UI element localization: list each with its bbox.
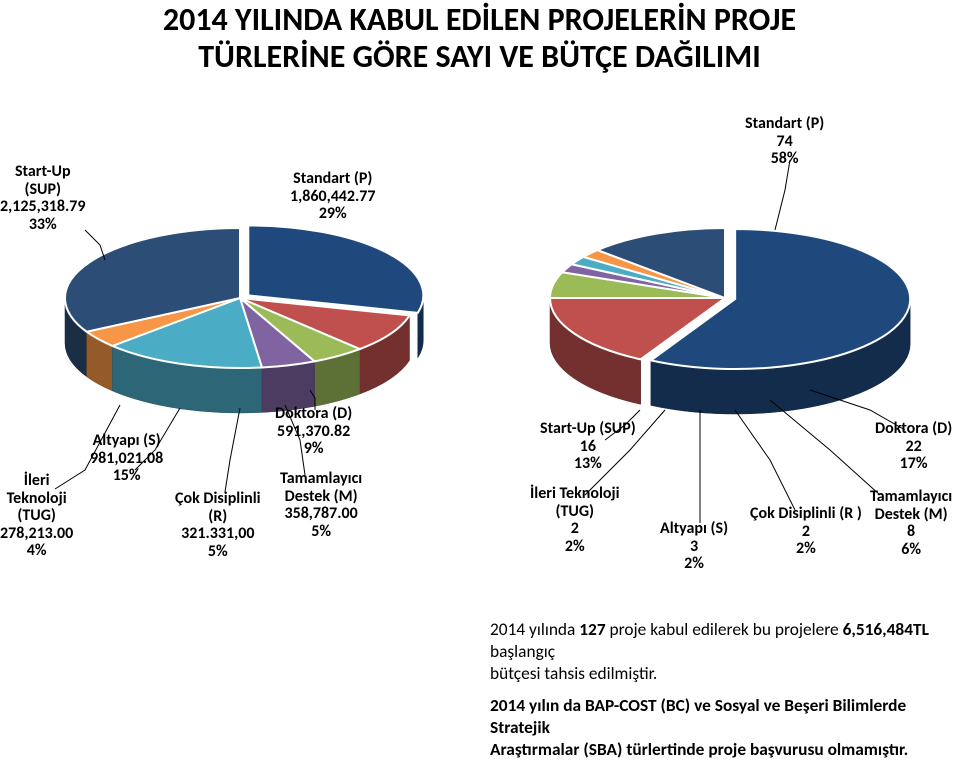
title-line2: TÜRLERİNE GÖRE SAYI VE BÜTÇE DAĞILIMI — [198, 37, 761, 76]
label-count-altyapi: Altyapı (S) 3 2% — [660, 520, 728, 573]
footnote-block: 2014 yılında 127 proje kabul edilerek bu… — [490, 618, 945, 760]
label-budget-standart: Standart (P) 1,860,442.77 29% — [290, 170, 376, 223]
label-count-cokdis: Çok Disiplinli (R ) 2 2% — [750, 505, 862, 558]
page-title: 2014 YILINDA KABUL EDİLEN PROJELERİN PRO… — [0, 0, 959, 76]
footnote-line-1: 2014 yılında 127 proje kabul edilerek bu… — [490, 618, 945, 662]
footnote-line-4: Araştırmalar (SBA) türlertinde proje baş… — [490, 738, 945, 760]
label-budget-altyapi: Altyapı (S) 981,021.08 15% — [90, 432, 163, 485]
pie-slice-standart_p — [248, 225, 423, 312]
label-count-ileritug: İleri Teknoloji (TUG) 2 2% — [530, 485, 620, 555]
footnote-line-2: bütçesi tahsis edilmiştir. — [490, 662, 945, 684]
label-budget-startup: Start-Up (SUP) 2,125,318.79 33% — [0, 163, 86, 233]
title-line1: 2014 YILINDA KABUL EDİLEN PROJELERİN PRO… — [163, 0, 796, 39]
label-count-doktora: Doktora (D) 22 17% — [875, 420, 952, 473]
label-count-tamamlayici: Tamamlayıcı Destek (M) 8 6% — [870, 488, 952, 558]
label-budget-doktora: Doktora (D) 591,370.82 9% — [275, 405, 352, 458]
label-budget-ileritug: İleri Teknoloji (TUG) 278,213.00 4% — [0, 472, 73, 560]
label-budget-tamamlayici: Tamamlayıcı Destek (M) 358,787.00 5% — [280, 470, 362, 540]
label-count-startup: Start-Up (SUP) 16 13% — [540, 420, 636, 473]
label-count-standart: Standart (P) 74 58% — [745, 115, 824, 168]
footnote-line-3: 2014 yılın da BAP-COST (BC) ve Sosyal ve… — [490, 694, 945, 738]
label-budget-cokdis: Çok Disiplinli (R) 321.331,00 5% — [175, 490, 261, 560]
